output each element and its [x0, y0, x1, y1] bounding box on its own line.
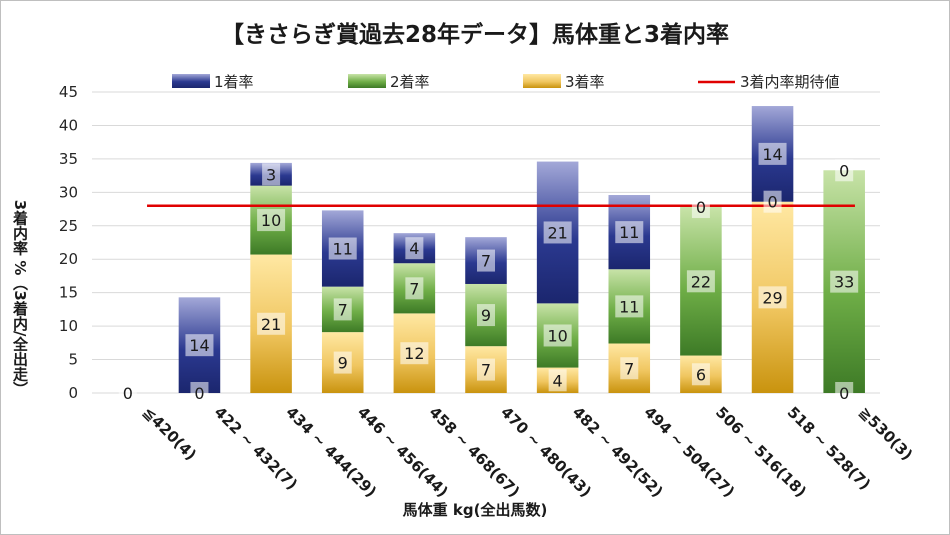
- data-label: 9: [481, 306, 491, 325]
- y-axis-title: 3着内率 %（3着内/全出走）: [11, 200, 29, 397]
- data-label-bg: [686, 270, 715, 293]
- data-label: 0: [839, 384, 849, 403]
- data-label: 22: [691, 272, 711, 291]
- legend-swatch-3rd: [523, 74, 561, 88]
- y-tick-label: 25: [59, 217, 78, 235]
- data-label-bg: [615, 221, 644, 244]
- data-label-bg: [835, 159, 854, 182]
- data-label: 7: [481, 361, 491, 380]
- data-label: 0: [123, 384, 133, 403]
- data-label-bg: [190, 382, 209, 404]
- data-label: 0: [767, 193, 777, 212]
- y-tick-label: 15: [59, 284, 78, 302]
- data-label-bg: [333, 351, 352, 374]
- data-label: 3: [266, 165, 276, 184]
- data-label-bg: [620, 357, 639, 380]
- data-label: 11: [619, 297, 639, 316]
- data-label-bg: [835, 382, 854, 404]
- data-label: 10: [261, 211, 281, 230]
- data-label-bg: [758, 142, 787, 165]
- data-label-bg: [257, 209, 286, 232]
- legend-label-1st: 1着率: [214, 73, 254, 91]
- data-label-bg: [257, 312, 286, 335]
- data-label: 21: [261, 315, 281, 334]
- data-label-bg: [477, 249, 495, 272]
- data-label: 0: [696, 198, 706, 217]
- data-label-bg: [691, 196, 710, 219]
- legend-label-3rd: 3着率: [565, 73, 605, 91]
- data-label-bg: [543, 324, 572, 347]
- data-label-bg: [400, 342, 429, 365]
- data-label-bg: [118, 382, 137, 404]
- data-label: 7: [624, 359, 634, 378]
- data-label-bg: [333, 298, 352, 321]
- data-label-bg: [615, 295, 644, 318]
- data-label: 9: [338, 354, 348, 373]
- legend: 1着率 2着率 3着率 3着内率期待値: [172, 73, 840, 91]
- data-label-bg: [758, 286, 787, 309]
- chart-title: 【きさらぎ賞過去28年データ】馬体重と3着内率: [221, 21, 729, 48]
- x-tick-label: ≦420(4): [139, 403, 200, 464]
- data-label-bg: [763, 190, 782, 213]
- legend-swatch-2nd: [348, 74, 386, 88]
- data-label: 0: [839, 161, 849, 180]
- data-label: 7: [338, 300, 348, 319]
- data-label-bg: [262, 163, 281, 186]
- data-label: 0: [194, 384, 204, 403]
- data-label-bg: [328, 237, 357, 260]
- data-label-bg: [691, 363, 710, 386]
- y-tick-label: 10: [59, 317, 78, 335]
- y-tick-label: 30: [59, 183, 78, 201]
- data-label: 7: [409, 279, 419, 298]
- legend-label-2nd: 2着率: [390, 73, 430, 91]
- data-label: 33: [834, 273, 854, 292]
- data-label: 12: [404, 344, 424, 363]
- data-label: 21: [547, 223, 567, 242]
- x-axis-ticks: ≦420(4) 422 ~ 432(7)434 ~ 444(29)446 ~ 45…: [139, 403, 916, 501]
- data-label-bg: [405, 237, 424, 260]
- data-label-bg: [543, 221, 572, 244]
- y-tick-label: 45: [59, 83, 78, 101]
- y-tick-label: 5: [68, 351, 78, 369]
- data-labels: 0 0 14 21 10 3 9 7 11 12 7 4 7 9 7 4 10 21 7 11 11 6 22 0 29 0 14 0…: [118, 142, 859, 404]
- data-label: 14: [762, 145, 782, 164]
- data-label-bg: [477, 304, 495, 327]
- y-tick-label: 40: [59, 116, 78, 134]
- legend-swatch-1st: [172, 74, 210, 88]
- data-label-bg: [548, 369, 567, 392]
- data-label: 10: [547, 326, 567, 345]
- y-tick-label: 0: [68, 384, 78, 402]
- data-label: 11: [619, 223, 639, 242]
- data-label: 14: [189, 336, 209, 355]
- data-label-bg: [185, 334, 214, 357]
- data-label-bg: [405, 277, 424, 300]
- x-tick-label: ≧530(3): [855, 403, 916, 464]
- y-axis-ticks: 0 5 10 15 20 25 30 35 40 45: [59, 83, 78, 402]
- data-label: 6: [696, 365, 706, 384]
- data-label: 4: [553, 371, 563, 390]
- data-label: 7: [481, 252, 491, 271]
- data-label: 11: [333, 240, 353, 259]
- y-tick-label: 35: [59, 150, 78, 168]
- data-label: 29: [762, 288, 782, 307]
- legend-label-expected: 3着内率期待値: [740, 73, 840, 91]
- data-label: 4: [409, 239, 419, 258]
- y-tick-label: 20: [59, 250, 78, 268]
- data-label-bg: [477, 358, 495, 381]
- data-label-bg: [830, 270, 859, 293]
- x-axis-title: 馬体重 kg(全出馬数): [403, 501, 548, 519]
